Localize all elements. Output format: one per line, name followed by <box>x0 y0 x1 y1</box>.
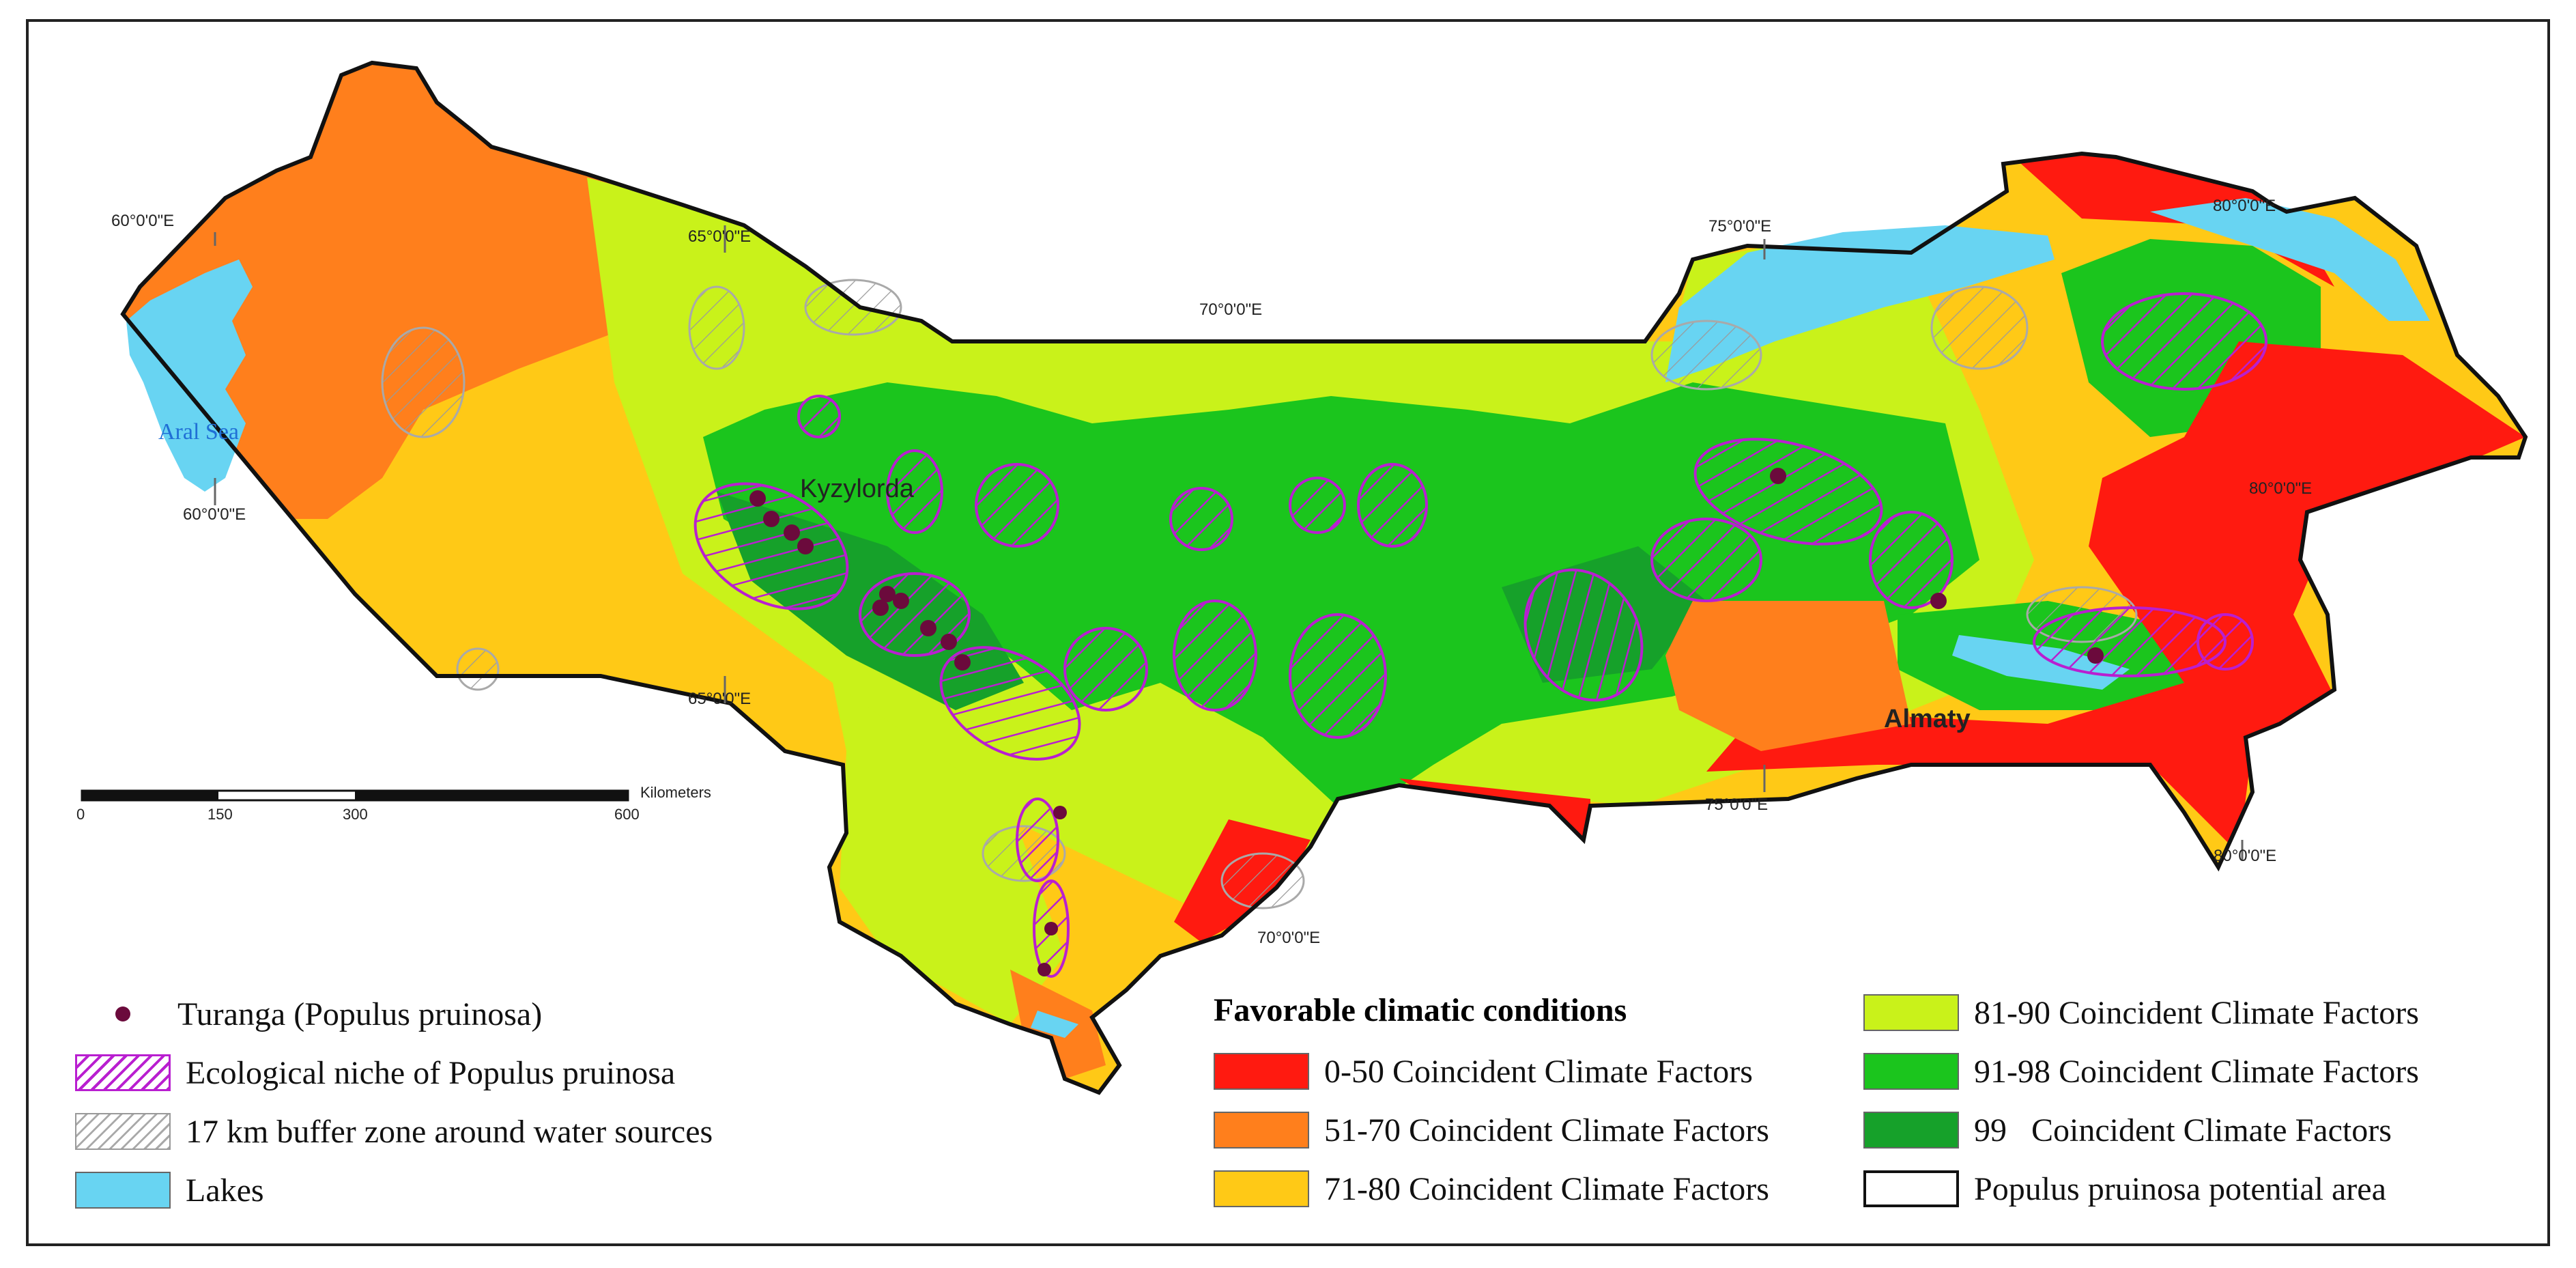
legend-label: Ecological niche of Populus pruinosa <box>186 1054 676 1091</box>
coord-label-60e-bottom: 60°0'0"E <box>183 505 246 524</box>
legend-label: Populus pruinosa potential area <box>1974 1170 2386 1207</box>
class-swatch-icon <box>1214 1053 1309 1090</box>
scale-tick-600: 600 <box>614 806 640 823</box>
class-swatch-icon <box>1863 1112 1959 1149</box>
coord-label-65e-bottom: 65°0'0"E <box>688 690 752 708</box>
scale-unit-label: Kilometers <box>640 784 711 801</box>
gray-hatch-icon <box>75 1113 171 1150</box>
class-swatch-icon <box>1214 1170 1309 1207</box>
legend-label: Lakes <box>186 1172 264 1209</box>
legend-label: 51-70 Coincident Climate Factors <box>1324 1112 1769 1149</box>
coord-label-75e-bottom: 75°0'0"E <box>1705 795 1769 814</box>
legend-label: Turanga (Populus pruinosa) <box>177 996 543 1032</box>
scale-tick-0: 0 <box>76 806 85 823</box>
aral-sea-label: Aral Sea <box>158 419 240 445</box>
class-swatch-icon <box>1863 994 1959 1031</box>
purple-hatch-icon <box>75 1054 171 1091</box>
zone-81-90-south <box>833 683 1065 1024</box>
coord-label-80e-right: 80°0'0"E <box>2249 479 2313 498</box>
lake-alakol-area <box>2150 198 2430 321</box>
legend-class-99: 99 Coincident Climate Factors <box>1863 1101 2419 1159</box>
legend-item-niche: Ecological niche of Populus pruinosa <box>75 1043 713 1102</box>
almaty-label: Almaty <box>1884 705 1971 733</box>
legend-item-lakes: Lakes <box>75 1161 713 1220</box>
legend-label: 71-80 Coincident Climate Factors <box>1324 1170 1769 1207</box>
legend-class-81-90: 81-90 Coincident Climate Factors <box>1863 983 2419 1042</box>
legend-class-91-98: 91-98 Coincident Climate Factors <box>1863 1042 2419 1101</box>
lake-south <box>1031 1011 1078 1038</box>
legend-class-71-80: 71-80 Coincident Climate Factors <box>1214 1159 1769 1218</box>
class-swatch-icon <box>1214 1112 1309 1149</box>
turanga-points <box>749 468 2104 976</box>
legend-class-0-50: 0-50 Coincident Climate Factors <box>1214 1042 1769 1101</box>
lake-swatch-icon <box>75 1172 171 1209</box>
coord-label-60e-top: 60°0'0"E <box>111 212 175 230</box>
legend-classes-a: Favorable climatic conditions 0-50 Coinc… <box>1214 983 1769 1218</box>
legend-item-turanga: Turanga (Populus pruinosa) <box>75 985 713 1043</box>
scale-bar <box>81 789 629 802</box>
legend-potential-area: Populus pruinosa potential area <box>1863 1159 2419 1218</box>
point-icon <box>115 1006 130 1022</box>
legend-label: 0-50 Coincident Climate Factors <box>1324 1053 1753 1090</box>
legend-item-buffer: 17 km buffer zone around water sources <box>75 1102 713 1161</box>
legend-label: 81-90 Coincident Climate Factors <box>1974 994 2419 1031</box>
coord-label-80e-top: 80°0'0"E <box>2213 197 2276 215</box>
scale-tick-150: 150 <box>207 806 233 823</box>
legend-title: Favorable climatic conditions <box>1214 992 1627 1028</box>
legend-label: 17 km buffer zone around water sources <box>186 1113 713 1150</box>
coord-label-70e-bottom: 70°0'0"E <box>1257 929 1321 947</box>
scale-tick-300: 300 <box>343 806 368 823</box>
legend-class-51-70: 51-70 Coincident Climate Factors <box>1214 1101 1769 1159</box>
lake-balkhash-area <box>1665 225 2055 382</box>
zone-0-50-southeast <box>1706 341 2525 854</box>
zone-51-70-balkhash <box>1665 601 1911 751</box>
kyzylorda-label: Kyzylorda <box>800 475 914 503</box>
ecological-niche <box>693 292 2267 978</box>
coord-label-80e-bottom: 80°0'0"E <box>2214 847 2277 865</box>
legend-classes-b: 81-90 Coincident Climate Factors 91-98 C… <box>1863 983 2419 1218</box>
graticule-ticks <box>214 225 2244 860</box>
legend-symbols: Turanga (Populus pruinosa) Ecological ni… <box>75 985 713 1220</box>
outline-swatch-icon <box>1863 1170 1959 1207</box>
coord-label-65e-top: 65°0'0"E <box>688 227 752 246</box>
legend-label: 91-98 Coincident Climate Factors <box>1974 1053 2419 1090</box>
legend-label: 99 Coincident Climate Factors <box>1974 1112 2392 1149</box>
map-frame <box>26 19 2550 1246</box>
coord-label-75e-top: 75°0'0"E <box>1708 217 1772 236</box>
coord-label-70e-top: 70°0'0"E <box>1199 300 1263 319</box>
lake-kapchagay <box>1952 635 2130 690</box>
potential-area-outline <box>120 60 2528 1095</box>
class-swatch-icon <box>1863 1053 1959 1090</box>
